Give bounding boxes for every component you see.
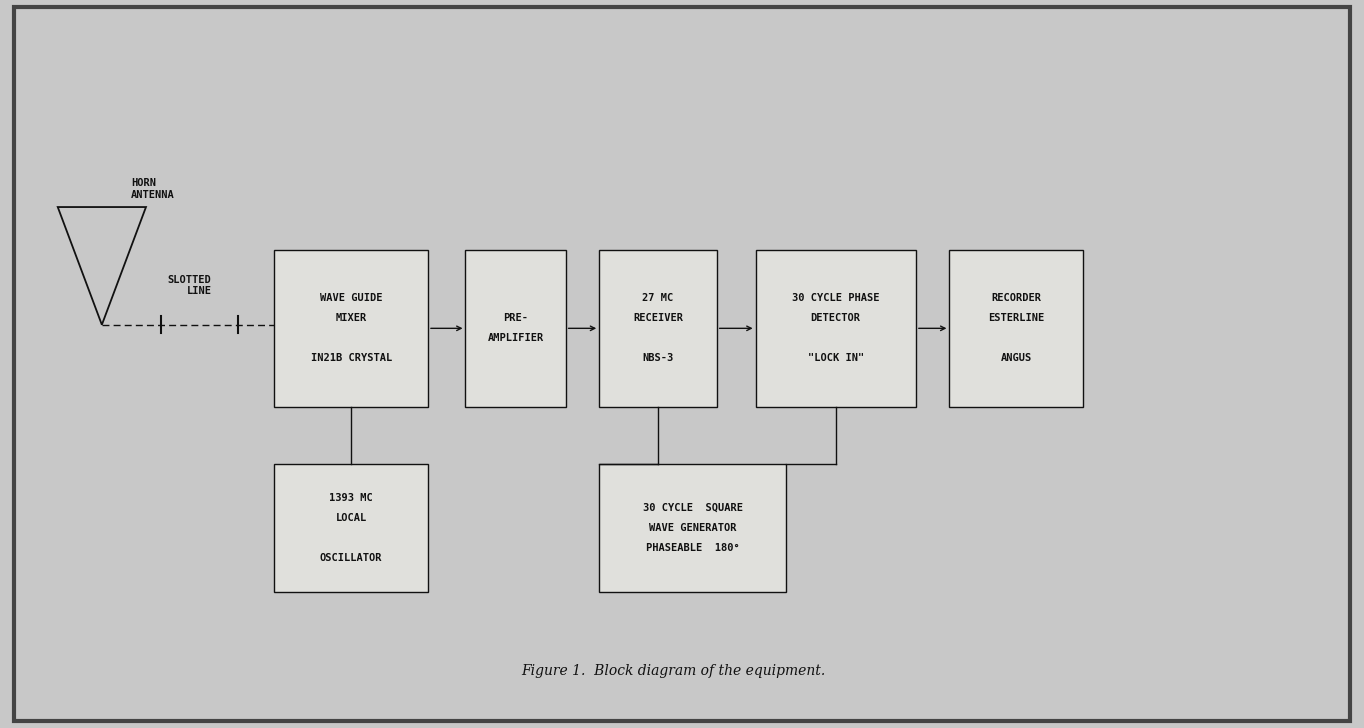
Text: ANGUS: ANGUS [1001, 353, 1031, 363]
Text: 1393 MC: 1393 MC [329, 493, 372, 503]
Text: RECEIVER: RECEIVER [633, 313, 683, 323]
Text: WAVE GENERATOR: WAVE GENERATOR [649, 523, 737, 533]
Bar [274, 250, 428, 407]
Text: 30 CYCLE  SQUARE: 30 CYCLE SQUARE [642, 503, 742, 513]
Text: Figure 1.  Block diagram of the equipment.: Figure 1. Block diagram of the equipment… [521, 664, 825, 678]
Text: PRE-: PRE- [503, 313, 528, 323]
Text: PHASEABLE  180°: PHASEABLE 180° [645, 543, 739, 553]
Text: DETECTOR: DETECTOR [810, 313, 861, 323]
Text: RECORDER: RECORDER [992, 293, 1041, 304]
Bar [274, 464, 428, 593]
Bar [599, 250, 716, 407]
Bar [756, 250, 917, 407]
Text: OSCILLATOR: OSCILLATOR [321, 553, 382, 563]
Bar [465, 250, 566, 407]
Text: MIXER: MIXER [336, 313, 367, 323]
Text: 27 MC: 27 MC [642, 293, 674, 304]
Text: WAVE GUIDE: WAVE GUIDE [321, 293, 382, 304]
Text: HORN
ANTENNA: HORN ANTENNA [131, 178, 175, 200]
Text: AMPLIFIER: AMPLIFIER [487, 333, 544, 344]
Bar [599, 464, 786, 593]
Text: LOCAL: LOCAL [336, 513, 367, 523]
Text: NBS-3: NBS-3 [642, 353, 674, 363]
Bar [949, 250, 1083, 407]
Text: 30 CYCLE PHASE: 30 CYCLE PHASE [792, 293, 880, 304]
Text: ESTERLINE: ESTERLINE [988, 313, 1045, 323]
Text: "LOCK IN": "LOCK IN" [807, 353, 863, 363]
Text: SLOTTED
LINE: SLOTTED LINE [168, 274, 211, 296]
Text: IN21B CRYSTAL: IN21B CRYSTAL [311, 353, 391, 363]
